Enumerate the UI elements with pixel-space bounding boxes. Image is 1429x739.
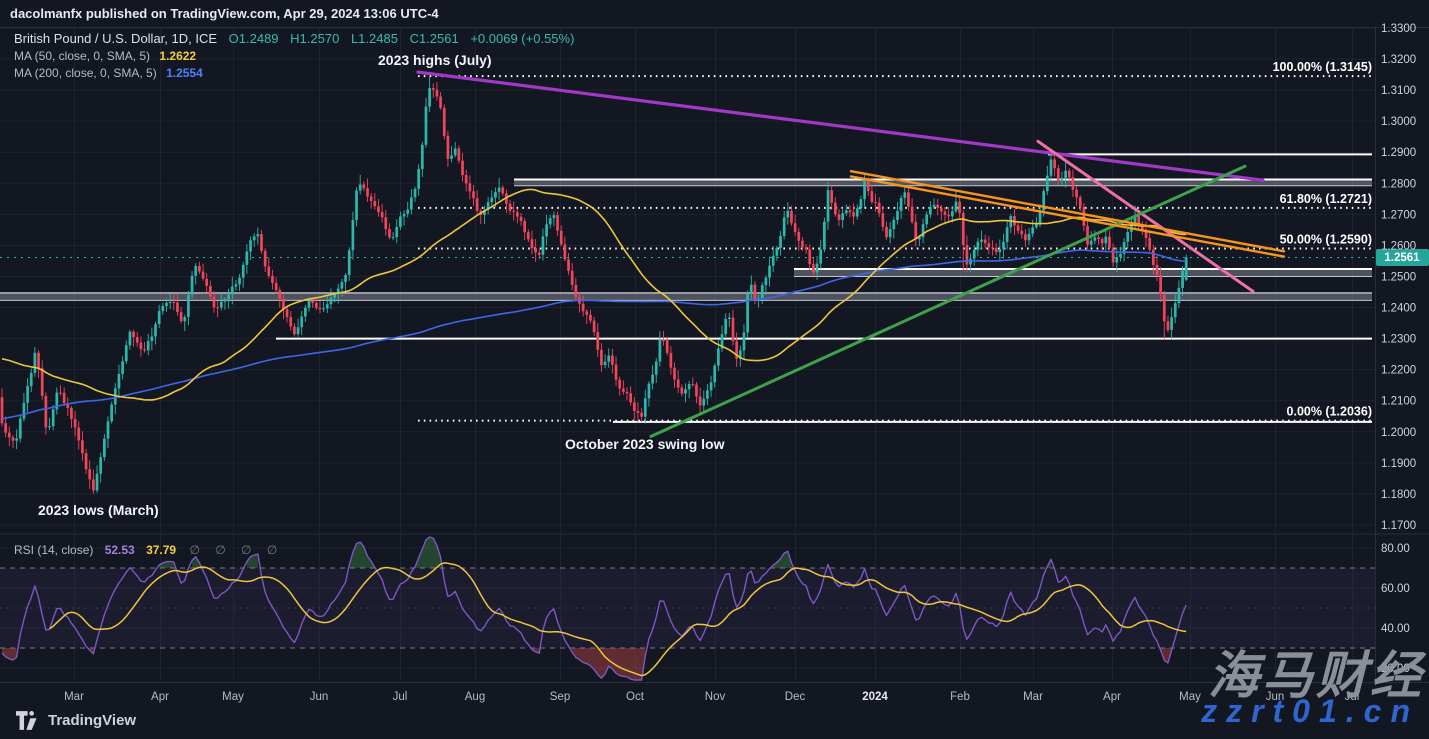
symbol-title: British Pound / U.S. Dollar, 1D, ICE: [14, 31, 218, 46]
svg-text:40.00: 40.00: [1381, 623, 1410, 635]
svg-text:1.2200: 1.2200: [1381, 365, 1416, 377]
svg-text:1.2000: 1.2000: [1381, 427, 1416, 439]
svg-text:1.2800: 1.2800: [1381, 178, 1416, 190]
ohlc-change: +0.0069 (+0.55%): [470, 31, 575, 46]
price-axis[interactable]: [1376, 28, 1429, 682]
svg-text:100.00% (1.3145): 100.00% (1.3145): [1273, 60, 1372, 74]
svg-text:Sep: Sep: [550, 691, 570, 703]
rsi-value: 52.53: [104, 543, 135, 557]
ohlc-low: L1.2485: [350, 31, 398, 46]
svg-text:Jun: Jun: [1266, 691, 1285, 703]
svg-text:Jul: Jul: [393, 691, 408, 703]
svg-text:1.2500: 1.2500: [1381, 271, 1416, 283]
svg-text:1.3000: 1.3000: [1381, 116, 1416, 128]
svg-text:Mar: Mar: [1023, 691, 1043, 703]
svg-text:May: May: [222, 691, 244, 703]
ma200-value: 1.2554: [166, 66, 203, 80]
svg-text:1.2700: 1.2700: [1381, 209, 1416, 221]
ohlc-open: O1.2489: [228, 31, 279, 46]
svg-text:1.2600: 1.2600: [1381, 240, 1416, 252]
svg-text:1.3100: 1.3100: [1381, 85, 1416, 97]
svg-text:May: May: [1179, 691, 1201, 703]
svg-text:Apr: Apr: [1103, 691, 1121, 703]
tradingview-footer[interactable]: TradingView: [16, 710, 136, 731]
svg-text:Nov: Nov: [705, 691, 726, 703]
tradingview-logo-icon: [16, 711, 37, 730]
symbol-ohlc-row[interactable]: British Pound / U.S. Dollar, 1D, ICE O1.…: [14, 31, 574, 47]
rsi-legend-row[interactable]: RSI (14, close) 52.53 37.79 ∅ ∅ ∅ ∅: [14, 543, 283, 557]
watermark-cn: 海马财经: [1207, 647, 1424, 704]
svg-text:1.1700: 1.1700: [1381, 520, 1416, 532]
tradingview-brand-text: TradingView: [48, 712, 137, 729]
rsi-ma-value: 37.79: [146, 543, 177, 557]
svg-text:20.00: 20.00: [1381, 663, 1410, 675]
ohlc-high: H1.2570: [290, 31, 340, 46]
svg-text:Jul: Jul: [1345, 691, 1360, 703]
svg-text:Jun: Jun: [310, 691, 329, 703]
svg-text:61.80% (1.2721): 61.80% (1.2721): [1280, 192, 1372, 206]
ohlc-close: C1.2561: [409, 31, 459, 46]
symbol-legend: British Pound / U.S. Dollar, 1D, ICE O1.…: [14, 31, 574, 82]
svg-text:Dec: Dec: [785, 691, 806, 703]
svg-text:Oct: Oct: [626, 691, 645, 703]
ma200-legend-row[interactable]: MA (200, close, 0, SMA, 5) 1.2554: [14, 65, 574, 81]
publish-info: dacolmanfx published on TradingView.com,…: [10, 6, 439, 21]
svg-text:Apr: Apr: [151, 691, 169, 703]
svg-text:1.3300: 1.3300: [1381, 23, 1416, 35]
ma50-label: MA (50, close, 0, SMA, 5): [14, 49, 151, 63]
ma200-label: MA (200, close, 0, SMA, 5): [14, 66, 157, 80]
annotation-2023-lows: 2023 lows (March): [38, 502, 159, 518]
svg-text:1.2100: 1.2100: [1381, 396, 1416, 408]
svg-text:Feb: Feb: [950, 691, 970, 703]
svg-text:1.2900: 1.2900: [1381, 147, 1416, 159]
svg-text:50.00% (1.2590): 50.00% (1.2590): [1280, 233, 1372, 247]
svg-text:1.2561: 1.2561: [1384, 252, 1420, 264]
svg-text:1.1800: 1.1800: [1381, 489, 1416, 501]
svg-text:1.2300: 1.2300: [1381, 334, 1416, 346]
svg-text:Mar: Mar: [64, 691, 84, 703]
annotation-2023-highs: 2023 highs (July): [378, 52, 492, 68]
ma50-value: 1.2622: [159, 49, 197, 63]
svg-text:1.3200: 1.3200: [1381, 54, 1416, 66]
annotation-october-swing-low: October 2023 swing low: [565, 436, 725, 452]
rsi-label: RSI (14, close): [14, 543, 94, 557]
svg-text:60.00: 60.00: [1381, 583, 1410, 595]
svg-text:1.2400: 1.2400: [1381, 303, 1416, 315]
svg-text:0.00% (1.2036): 0.00% (1.2036): [1287, 405, 1372, 419]
rsi-empty-values: ∅ ∅ ∅ ∅: [189, 543, 284, 557]
svg-text:2024: 2024: [862, 691, 888, 703]
watermark-url: zzrt01.cn: [1201, 693, 1419, 729]
ma50-legend-row[interactable]: MA (50, close, 0, SMA, 5) 1.2622: [14, 48, 574, 64]
svg-text:80.00: 80.00: [1381, 543, 1410, 555]
svg-text:1.1900: 1.1900: [1381, 458, 1416, 470]
svg-text:Aug: Aug: [465, 691, 485, 703]
